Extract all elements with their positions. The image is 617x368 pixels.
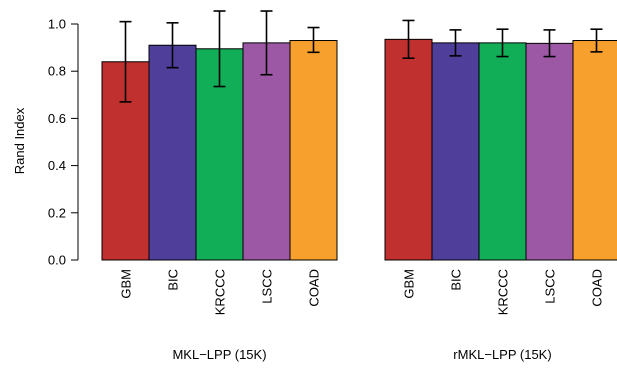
x-tick-label: KRCCC [213, 269, 228, 315]
x-tick-label: LSCC [543, 269, 558, 304]
x-tick-label: GBM [119, 269, 134, 299]
bar [478, 42, 527, 261]
bars-layer [101, 38, 617, 261]
y-tick-label: 0.4 [48, 158, 66, 173]
y-axis-label: Rand Index [12, 107, 27, 174]
y-tick-label: 0.0 [48, 253, 66, 268]
y-tick-label: 1.0 [48, 17, 66, 32]
x-tick-labels: GBM BIC KRCCC LSCC COAD GBM BIC KRCCC LSCC COAD [119, 269, 605, 315]
y-tick-label: 0.2 [48, 205, 66, 220]
group-label: MKL−LPP (15K) [172, 347, 266, 362]
bar [289, 40, 338, 261]
x-tick-label: LSCC [260, 269, 275, 304]
x-tick-label: COAD [590, 269, 605, 307]
group-label: rMKL−LPP (15K) [453, 347, 551, 362]
bar [384, 38, 433, 261]
x-tick-label: BIC [449, 269, 464, 291]
y-tick-label: 0.8 [48, 64, 66, 79]
bar [525, 42, 574, 261]
bar [148, 44, 197, 261]
group-labels: MKL−LPP (15K) rMKL−LPP (15K) [172, 347, 551, 362]
bar [242, 42, 291, 261]
y-axis: 0.0 0.2 0.4 0.6 0.8 1.0 [48, 17, 79, 268]
x-tick-label: GBM [402, 269, 417, 299]
bar [431, 42, 480, 261]
x-tick-label: COAD [307, 269, 322, 307]
y-tick-label: 0.6 [48, 111, 66, 126]
x-tick-label: KRCCC [496, 269, 511, 315]
error-bars-layer [119, 10, 603, 103]
bar [572, 40, 617, 261]
x-tick-label: BIC [166, 269, 181, 291]
